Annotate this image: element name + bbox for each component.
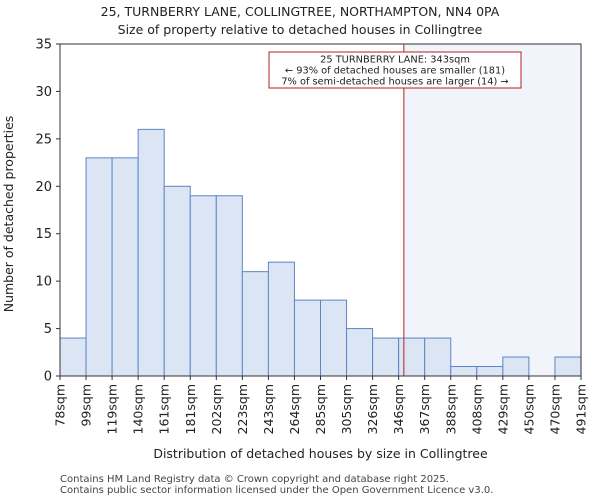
x-tick-label: 491sqm <box>574 384 589 434</box>
x-tick-label: 429sqm <box>495 384 510 434</box>
x-tick-label: 243sqm <box>261 384 276 434</box>
annotation-border <box>268 51 522 89</box>
x-tick-label: 223sqm <box>235 384 250 434</box>
x-axis: 78sqm 99sqm 119sqm 140sqm 161sqm 181sqm 202sqm… <box>53 376 589 434</box>
x-tick-label: 119sqm <box>105 384 120 434</box>
x-tick-label: 305sqm <box>339 384 354 434</box>
chart-title-address: 25, TURNBERRY LANE, COLLINGTREE, NORTHAM… <box>100 4 500 19</box>
annotation-line-1: 25 TURNBERRY LANE: 343sqm <box>320 55 470 66</box>
bar-367sqm <box>424 337 452 377</box>
chart-title: Size of property relative to detached ho… <box>117 22 483 37</box>
x-tick-label: 78sqm <box>53 384 68 427</box>
x-tick-label: 264sqm <box>287 384 302 434</box>
bar-326sqm <box>372 337 400 377</box>
bar-346sqm <box>398 337 426 377</box>
y-tick-label: 30 <box>35 85 52 100</box>
y-axis: 0 5 10 15 20 25 30 35 <box>35 38 60 385</box>
annotation-line-2: ← 93% of detached houses are smaller (18… <box>285 66 505 77</box>
footer-copyright: Contains HM Land Registry data © Crown c… <box>60 474 449 485</box>
x-tick-label: 367sqm <box>417 384 432 434</box>
x-tick-label: 161sqm <box>157 384 172 434</box>
y-tick-label: 35 <box>35 38 52 53</box>
x-axis-label: Distribution of detached houses by size … <box>153 446 488 461</box>
x-tick-label: 326sqm <box>365 384 380 434</box>
x-tick-label: 285sqm <box>313 384 328 434</box>
x-tick-label: 450sqm <box>521 384 536 434</box>
y-tick-label: 25 <box>35 132 52 147</box>
x-tick-label: 140sqm <box>131 384 146 434</box>
annotation-box: 25 TURNBERRY LANE: 343sqm ← 93% of detac… <box>268 51 522 89</box>
bar-429sqm <box>502 356 530 377</box>
x-tick-label: 408sqm <box>469 384 484 434</box>
annotation-line-3: 7% of semi-detached houses are larger (1… <box>281 77 508 88</box>
x-tick-label: 388sqm <box>443 384 458 434</box>
bar-408sqm <box>476 366 504 377</box>
bars-group <box>59 128 582 377</box>
bar-99sqm <box>85 157 113 377</box>
bar-161sqm <box>163 185 191 377</box>
x-tick-label: 202sqm <box>209 384 224 434</box>
y-axis-label: Number of detached properties <box>1 116 16 313</box>
bar-78sqm <box>59 337 87 377</box>
y-tick-label: 0 <box>44 370 52 385</box>
y-tick-label: 15 <box>35 227 52 242</box>
bar-140sqm <box>137 128 165 377</box>
y-tick-label: 5 <box>44 322 52 337</box>
y-tick-label: 10 <box>35 275 52 290</box>
bar-223sqm <box>241 271 269 377</box>
bar-202sqm <box>215 195 243 377</box>
bar-470sqm <box>554 356 582 377</box>
x-tick-label: 181sqm <box>183 384 198 434</box>
bar-243sqm <box>267 261 295 377</box>
x-tick-label: 470sqm <box>547 384 562 434</box>
bar-305sqm <box>346 328 374 377</box>
bar-119sqm <box>111 157 139 377</box>
bar-181sqm <box>189 195 217 377</box>
bar-285sqm <box>320 299 348 377</box>
y-tick-label: 20 <box>35 180 52 195</box>
x-tick-label: 346sqm <box>391 384 406 434</box>
footer-licence: Contains public sector information licen… <box>60 485 494 496</box>
x-tick-label: 99sqm <box>79 384 94 427</box>
bar-264sqm <box>293 299 322 377</box>
bar-388sqm <box>450 366 478 377</box>
highlight-region <box>403 44 581 376</box>
